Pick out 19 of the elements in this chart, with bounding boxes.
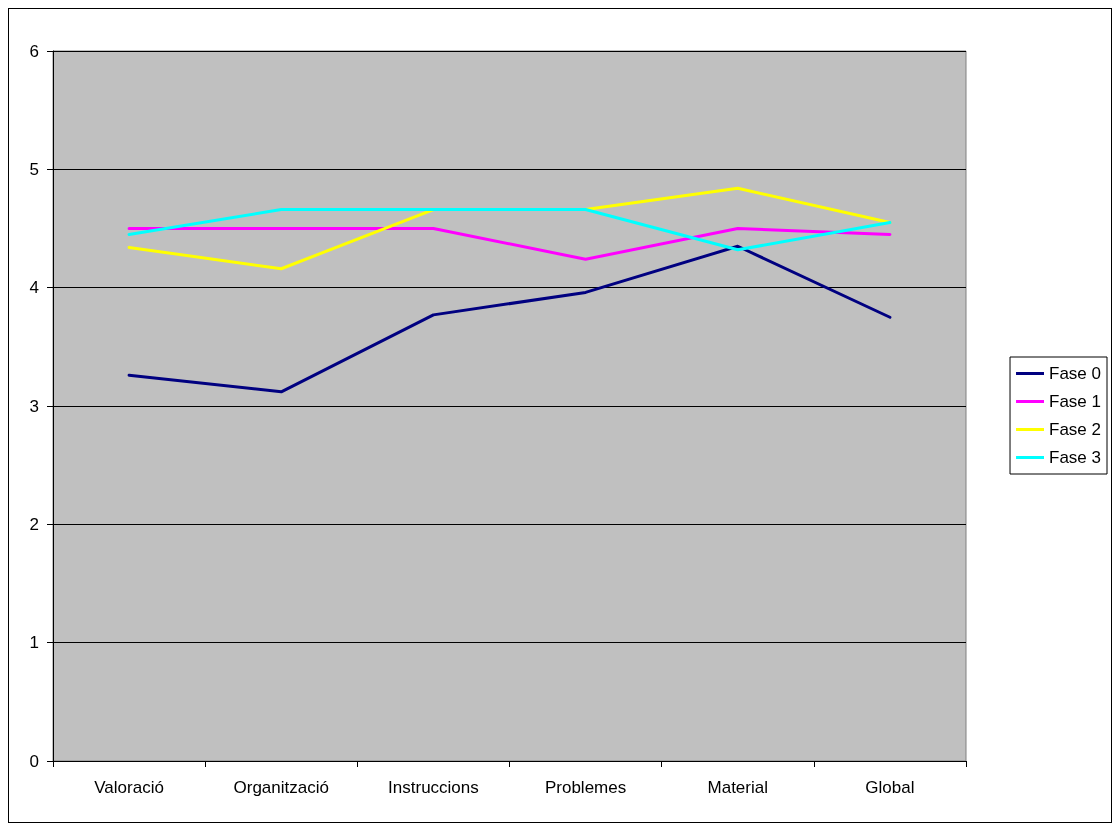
y-tick-label: 5 [29,159,39,179]
legend-label: Fase 1 [1049,392,1102,411]
y-tick-label: 1 [29,633,39,653]
y-tick-label: 6 [29,41,39,61]
y-tick-label: 3 [29,396,39,416]
y-tick-label: 2 [29,514,39,534]
y-tick-label: 0 [29,751,39,771]
y-tick-label: 4 [29,278,39,298]
legend-label: Fase 0 [1049,364,1102,383]
x-tick-label: Material [707,778,768,797]
x-tick-label: Global [865,778,915,797]
x-tick-label: Organització [233,778,329,797]
legend-label: Fase 2 [1049,420,1102,439]
x-tick-label: Valoració [94,778,164,797]
legend-label: Fase 3 [1049,448,1102,467]
line-series [127,244,892,394]
x-tick-label: Problemes [544,778,627,797]
x-tick-label: Instruccions [388,778,479,797]
line-series [127,208,892,252]
